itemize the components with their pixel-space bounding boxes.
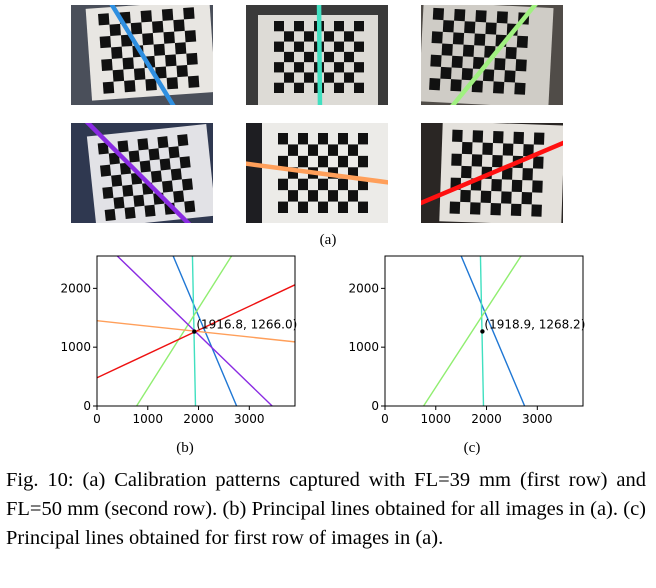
x-tick-label: 3000 bbox=[234, 412, 265, 426]
principal-line bbox=[84, 123, 192, 223]
y-tick-label: 2000 bbox=[348, 281, 379, 295]
calibration-photo-1 bbox=[71, 5, 213, 105]
principal-line-1 bbox=[172, 256, 238, 406]
y-tick-label: 1000 bbox=[348, 340, 379, 354]
calibration-photo-4 bbox=[71, 123, 213, 223]
x-tick-label: 3000 bbox=[522, 412, 553, 426]
y-tick-label: 0 bbox=[83, 399, 91, 413]
principal-point-label: (1918.9, 1268.2) bbox=[484, 317, 585, 331]
principal-line bbox=[421, 140, 563, 206]
y-tick-label: 0 bbox=[371, 399, 379, 413]
principal-line bbox=[246, 161, 388, 185]
calibration-photo-5 bbox=[246, 123, 388, 223]
y-tick-label: 2000 bbox=[60, 281, 91, 295]
calibration-photo-6 bbox=[421, 123, 563, 223]
principal-line bbox=[450, 5, 538, 105]
plot-frame bbox=[96, 255, 296, 407]
x-tick-label: 0 bbox=[381, 412, 389, 426]
principal-lines-plot-first-row: 0 1000 2000 3000 0 1000 2000 (1918.9, 1268.2) bbox=[348, 255, 585, 426]
y-tick-label: 1000 bbox=[60, 340, 91, 354]
principal-line bbox=[109, 5, 176, 105]
x-tick-label: 1000 bbox=[420, 412, 451, 426]
principal-line-3 bbox=[136, 256, 233, 406]
subfigure-label-a: (a) bbox=[319, 232, 337, 248]
x-tick-label: 1000 bbox=[132, 412, 163, 426]
principal-point-label: (1916.8, 1266.0) bbox=[196, 318, 297, 332]
figure-caption: Fig. 10: (a) Calibration patterns captur… bbox=[6, 469, 646, 549]
principal-line-3 bbox=[422, 256, 522, 406]
plot-frame bbox=[384, 255, 584, 407]
x-tick-label: 2000 bbox=[183, 412, 214, 426]
principal-lines-plot-all: 0 1000 2000 3000 0 1000 2000 (1916.8, 1266.0) bbox=[60, 255, 297, 426]
principal-line bbox=[316, 5, 323, 105]
principal-line-1 bbox=[460, 256, 526, 406]
principal-point bbox=[192, 329, 197, 334]
subfigure-label-b: (b) bbox=[176, 440, 194, 456]
subfigure-label-c: (c) bbox=[463, 440, 481, 456]
calibration-photo-3 bbox=[421, 5, 563, 105]
x-tick-label: 0 bbox=[93, 412, 101, 426]
principal-point bbox=[480, 329, 485, 334]
calibration-photo-2 bbox=[246, 5, 388, 105]
x-tick-label: 2000 bbox=[471, 412, 502, 426]
